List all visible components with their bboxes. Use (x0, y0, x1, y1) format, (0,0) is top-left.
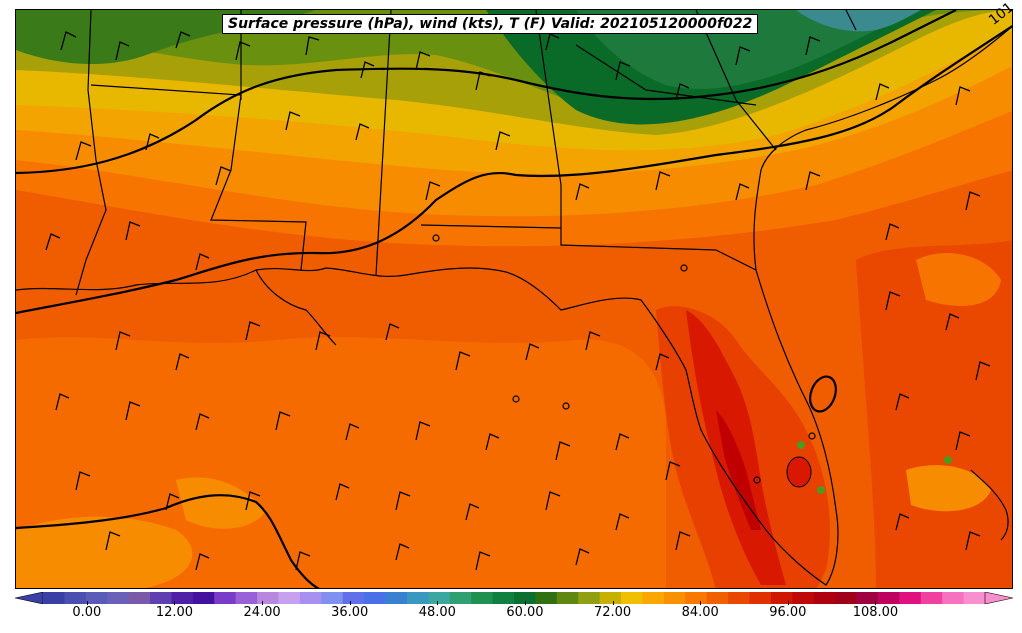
colorbar-tick-mark (437, 601, 439, 605)
field-t87-atlantic-blob (916, 252, 1001, 306)
colorbar-segment (728, 592, 750, 604)
colorbar-tick-label: 0.00 (72, 605, 102, 620)
colorbar-segment (856, 592, 879, 604)
colorbar-tick-label: 84.00 (681, 605, 719, 620)
field-t84-atlantic-blob (906, 465, 991, 512)
colorbar-segment (556, 592, 579, 604)
colorbar-tick-mark (612, 601, 614, 605)
map-title: Surface pressure (hPa), wind (kts), T (F… (222, 14, 759, 34)
map-panel (15, 9, 1013, 589)
colorbar-segment (321, 592, 344, 604)
colorbar-segment (663, 592, 686, 604)
colorbar-tick-mark (787, 601, 789, 605)
colorbar-segment (385, 592, 408, 604)
colorbar-segment (749, 592, 772, 604)
field-t84-gulf-south (16, 516, 193, 588)
colorbar-segment (685, 592, 708, 604)
colorbar-segment (64, 592, 87, 604)
colorbar-tick-label: 24.00 (243, 605, 281, 620)
colorbar-segment (942, 592, 965, 604)
colorbar-tick-label: 108.00 (852, 605, 899, 620)
isobars (16, 10, 1012, 588)
colorbar-segment (770, 592, 793, 604)
colorbar-tick-label: 60.00 (506, 605, 544, 620)
colorbar-segment (920, 592, 943, 604)
colorbar-extend-high (984, 591, 1014, 605)
field-t60 (796, 10, 921, 32)
colorbar-tick-label: 48.00 (418, 605, 456, 620)
colorbar-segment (406, 592, 429, 604)
colorbar-tick-mark (875, 601, 877, 605)
colorbar-tick-mark (700, 601, 702, 605)
colorbar-gradient (14, 591, 1014, 605)
colorbar-segment (514, 592, 536, 604)
lake-green-3 (944, 456, 952, 464)
colorbar-segment (299, 592, 322, 604)
colorbar-tick-label: 12.00 (155, 605, 194, 620)
field-t99-florida (716, 410, 761, 530)
colorbar-segment (835, 592, 858, 604)
colorbar-tick-mark (349, 601, 351, 605)
colorbar-segment (492, 592, 515, 604)
colorbar-segment (342, 592, 365, 604)
colorbar-segment (150, 592, 172, 604)
colorbar-segment (128, 592, 151, 604)
calm-markers (432, 234, 816, 484)
colorbar-segment (642, 592, 665, 604)
colorbar-segment (706, 592, 729, 604)
colorbar-segment (43, 592, 65, 604)
field-t84-gulf-patch (176, 477, 266, 529)
state-borders (75, 10, 857, 296)
colorbar-segment (364, 592, 387, 604)
colorbar-segment (899, 592, 922, 604)
colorbar-segment (278, 592, 301, 604)
colorbar-segment (171, 592, 194, 604)
colorbar-segment (107, 592, 130, 604)
colorbar-tick-mark (174, 601, 176, 605)
lake-okeechobee (786, 456, 812, 488)
colorbar-segment (621, 592, 643, 604)
colorbar-tick-mark (524, 601, 526, 605)
colorbar-segment (471, 592, 494, 604)
colorbar-segment (877, 592, 900, 604)
colorbar-tick-label: 96.00 (769, 605, 807, 620)
colorbar-segment (428, 592, 451, 604)
colorbar-ticks: 0.00 12.00 24.00 36.00 48.00 60.00 72.00 84.00 9… (0, 601, 1022, 629)
colorbar-segment (449, 592, 472, 604)
colorbar-segment (963, 592, 986, 604)
colorbar-segment (599, 592, 622, 604)
wind-barbs (45, 31, 991, 571)
colorbar-segment (792, 592, 815, 604)
colorbar-segment (214, 592, 237, 604)
colorbar-segment (192, 592, 215, 604)
temperature-map (16, 10, 1012, 588)
colorbar-segment (578, 592, 601, 604)
colorbar-segment (535, 592, 558, 604)
colorbar-segment (235, 592, 258, 604)
colorbar-tick-mark (262, 601, 264, 605)
colorbar (14, 589, 1014, 605)
colorbar-segment (85, 592, 108, 604)
colorbar-tick-label: 36.00 (331, 605, 369, 620)
colorbar-tick-label: 72.00 (593, 605, 632, 620)
field-t87-gulf (16, 337, 666, 588)
colorbar-segment (813, 592, 836, 604)
colorbar-tick-mark (86, 601, 88, 605)
lake-green-1 (797, 441, 805, 449)
lake-green-2 (817, 486, 825, 494)
